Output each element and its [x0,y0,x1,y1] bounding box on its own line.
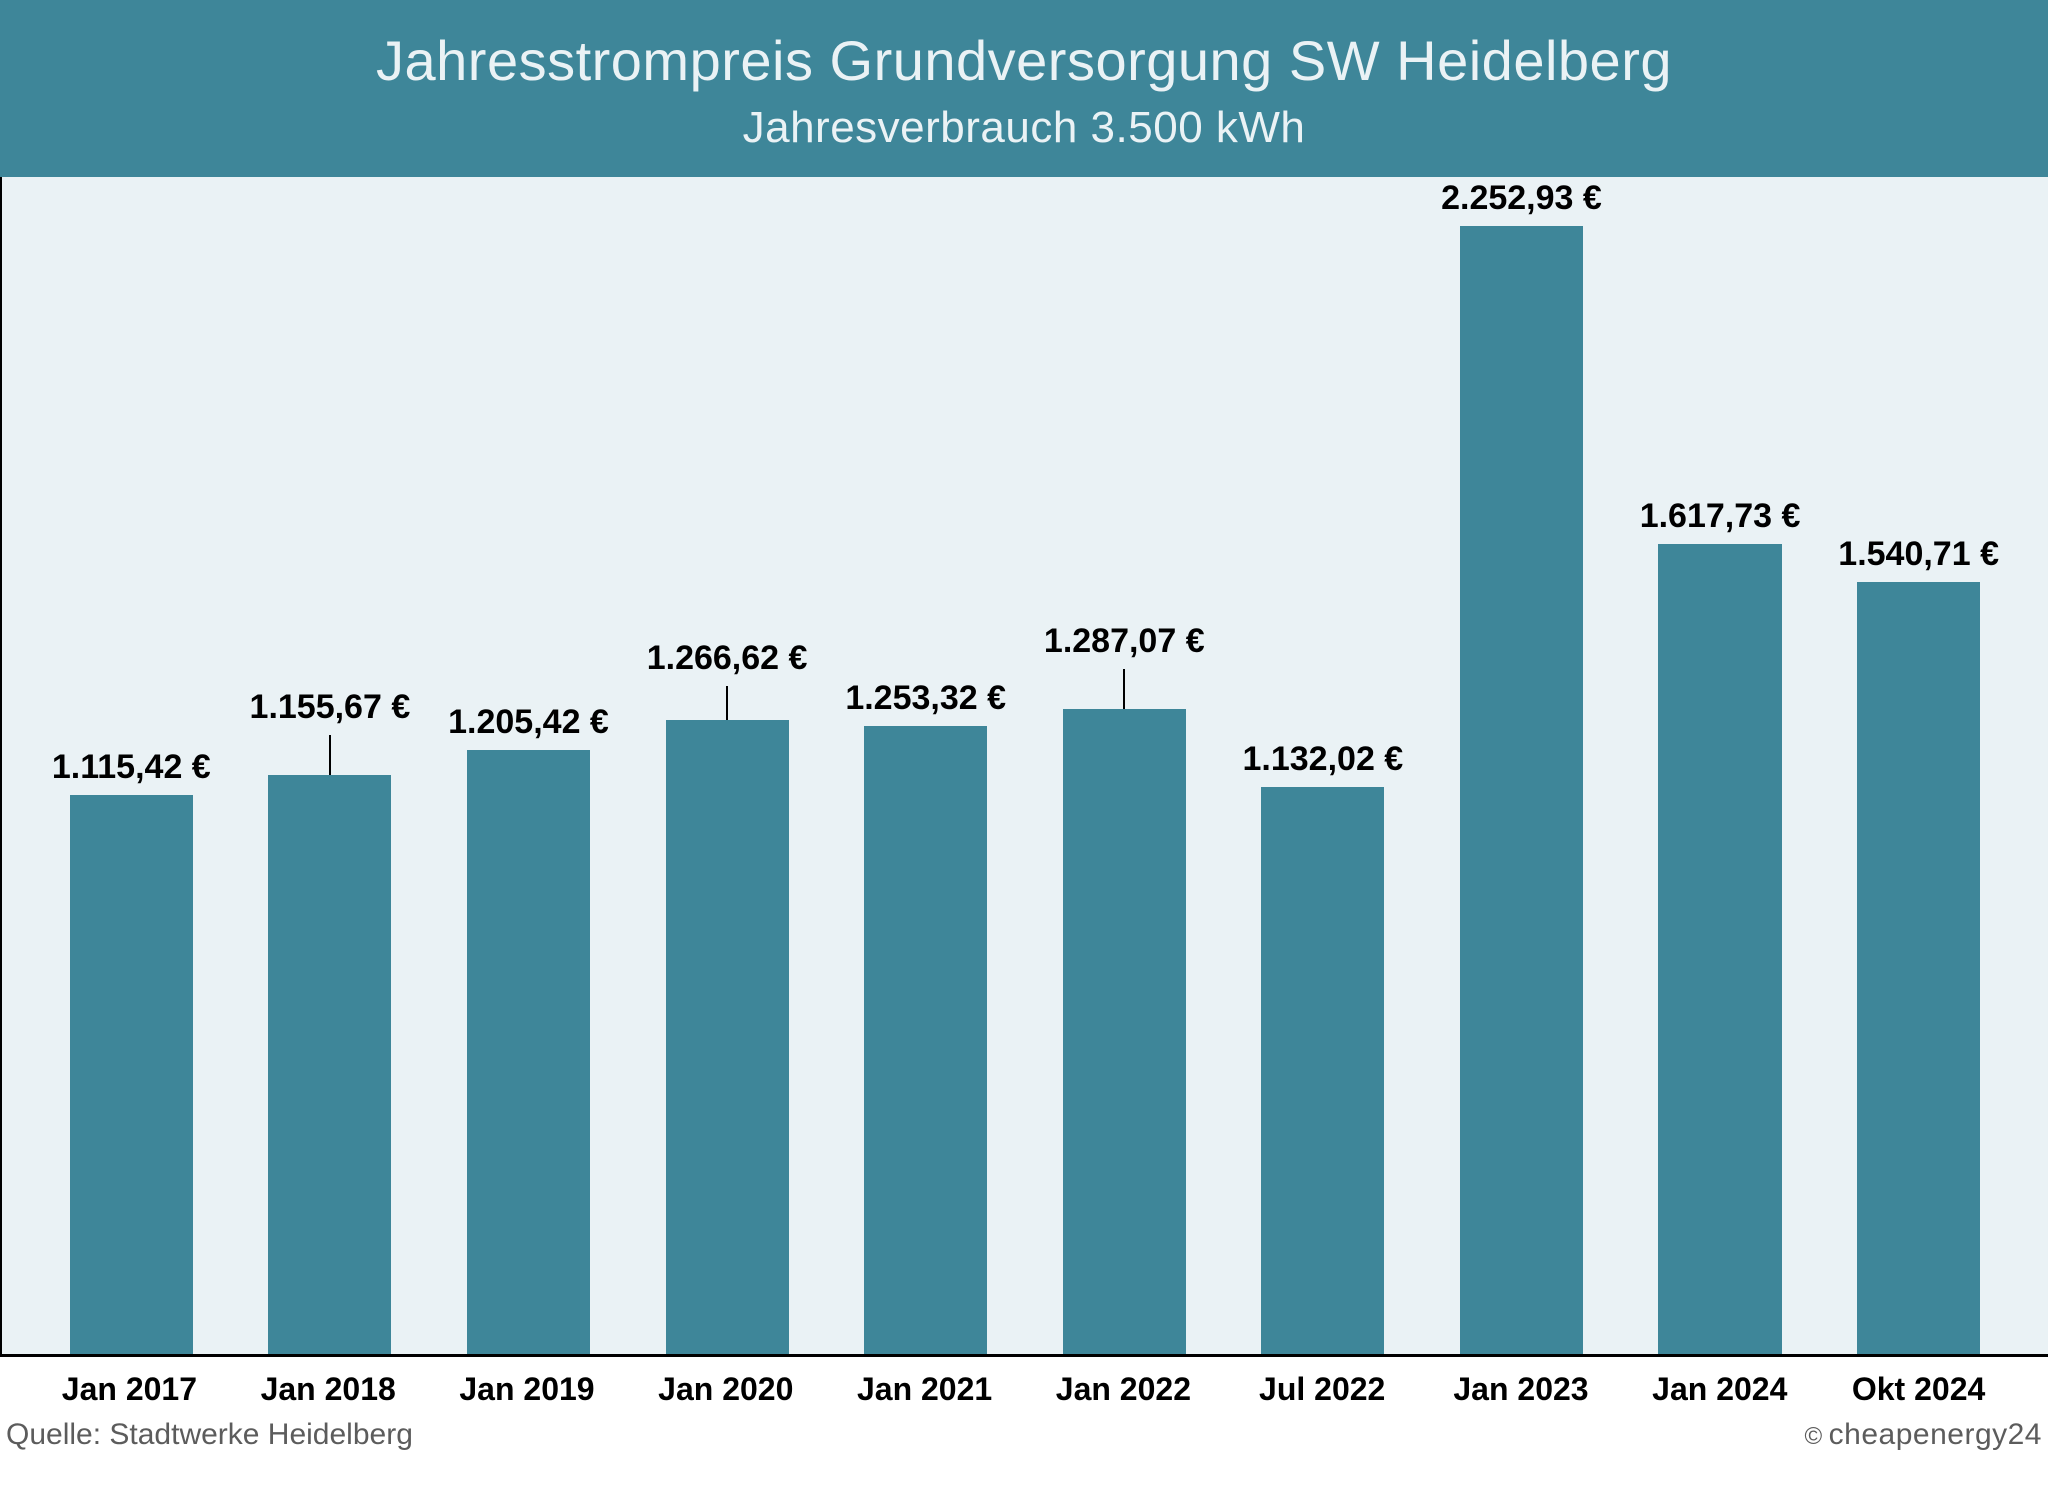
bar-value-label: 1.287,07 € [1044,622,1205,661]
chart-subtitle: Jahresverbrauch 3.500 kWh [20,103,2028,153]
x-tick-label: Jan 2018 [229,1371,428,1408]
bar [1261,787,1384,1354]
bar [666,720,789,1354]
bar-column: 1.266,62 € [628,177,827,1354]
chart-footer: Quelle: Stadtwerke Heidelberg © cheapener… [0,1408,2048,1452]
label-leader-line [1123,669,1125,709]
chart-container: Jahresstrompreis Grundversorgung SW Heid… [0,0,2048,1452]
bar-column: 1.155,67 € [231,177,430,1354]
plot-area: 1.115,42 € 1.155,67 € 1.205,42 € 1.266,62 €… [0,177,2048,1357]
label-leader-line [329,735,331,775]
bar-column: 1.115,42 € [32,177,231,1354]
x-tick-label: Jan 2020 [626,1371,825,1408]
bar-column: 1.540,71 € [1819,177,2018,1354]
bar-value-label: 1.115,42 € [52,748,211,787]
bar-column: 1.287,07 € [1025,177,1224,1354]
x-tick-label: Jan 2019 [428,1371,627,1408]
x-tick-label: Jan 2024 [1620,1371,1819,1408]
source-label: Quelle: Stadtwerke Heidelberg [6,1418,413,1452]
bar-value-label: 1.540,71 € [1838,535,1999,574]
bar-value-label: 1.155,67 € [250,688,411,727]
x-axis: Jan 2017Jan 2018Jan 2019Jan 2020Jan 2021… [0,1357,2048,1408]
chart-header: Jahresstrompreis Grundversorgung SW Heid… [0,0,2048,177]
bar-value-label: 1.132,02 € [1243,740,1404,779]
bar [864,726,987,1354]
label-leader-line [726,686,728,720]
bar-column: 1.617,73 € [1621,177,1820,1354]
brand-label: © cheapenergy24 [1804,1418,2042,1452]
bar-value-label: 1.205,42 € [448,703,609,742]
bar-value-label: 2.252,93 € [1441,179,1602,218]
bar-value-label: 1.253,32 € [845,679,1006,718]
bars-row: 1.115,42 € 1.155,67 € 1.205,42 € 1.266,62 €… [2,177,2048,1354]
bar [70,795,193,1354]
chart-title: Jahresstrompreis Grundversorgung SW Heid… [20,28,2028,93]
x-tick-label: Okt 2024 [1819,1371,2018,1408]
x-tick-label: Jan 2023 [1422,1371,1621,1408]
x-tick-label: Jul 2022 [1223,1371,1422,1408]
copyright-icon: © [1804,1423,1822,1450]
bar-column: 1.205,42 € [429,177,628,1354]
bar-value-label: 1.617,73 € [1640,497,1801,536]
bar [1063,709,1186,1354]
x-tick-label: Jan 2017 [30,1371,229,1408]
bar-value-label: 1.266,62 € [647,639,808,678]
bar-column: 1.253,32 € [826,177,1025,1354]
bar [1658,544,1781,1354]
brand-text: cheapenergy24 [1829,1418,2042,1451]
bar-column: 2.252,93 € [1422,177,1621,1354]
bar-column: 1.132,02 € [1224,177,1423,1354]
bar [268,775,391,1354]
bar [467,750,590,1354]
bar [1857,582,1980,1354]
x-tick-label: Jan 2021 [825,1371,1024,1408]
x-tick-label: Jan 2022 [1024,1371,1223,1408]
bar [1460,226,1583,1354]
